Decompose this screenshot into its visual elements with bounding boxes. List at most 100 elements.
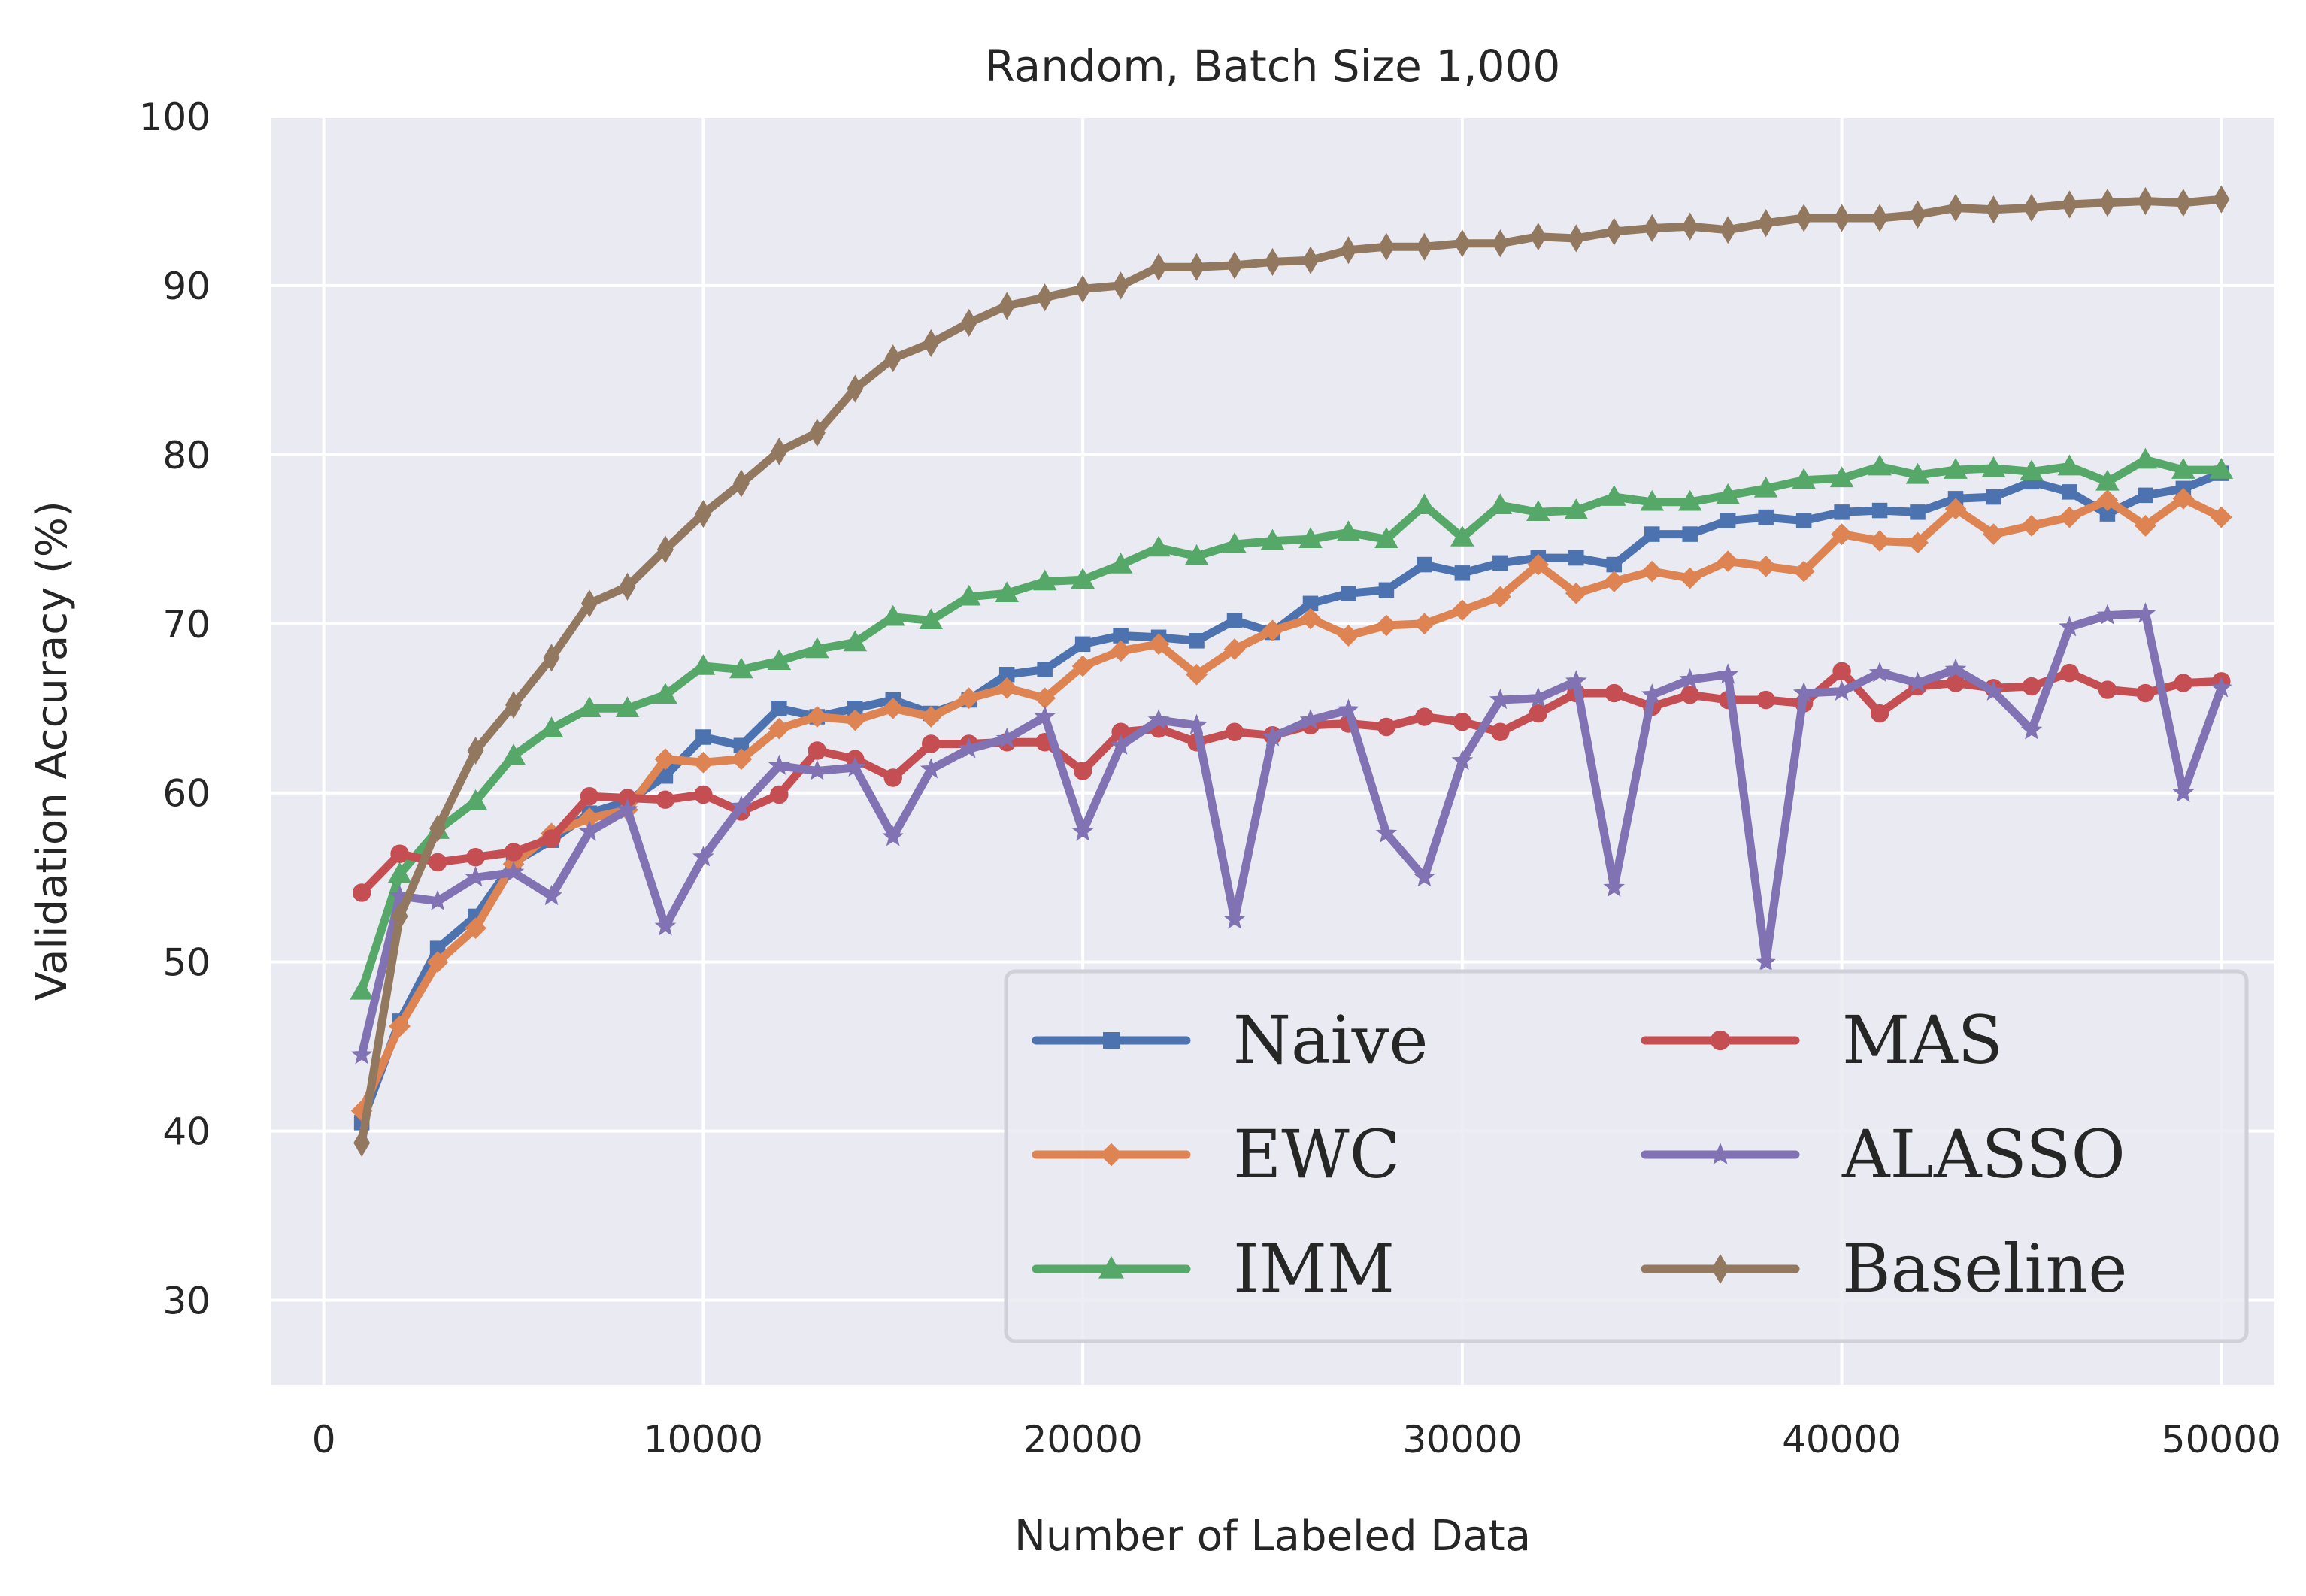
data-point xyxy=(1829,466,1854,488)
data-point xyxy=(1186,663,1208,686)
data-point xyxy=(353,1128,371,1157)
data-point xyxy=(1603,571,1626,592)
data-point xyxy=(1186,713,1208,734)
data-point xyxy=(1680,686,1699,704)
data-point xyxy=(1944,498,1967,520)
data-point xyxy=(2171,458,2195,479)
data-point xyxy=(1225,722,1244,741)
data-point xyxy=(882,697,905,719)
data-point xyxy=(1983,523,2004,545)
data-point xyxy=(1298,527,1323,549)
y-tick-label: 60 xyxy=(162,772,211,816)
y-tick-label: 30 xyxy=(162,1280,211,1323)
data-point xyxy=(1565,582,1587,604)
data-point xyxy=(883,768,902,787)
data-point xyxy=(1073,762,1092,780)
data-point xyxy=(1338,625,1359,647)
data-point xyxy=(1074,274,1092,303)
data-point xyxy=(1601,485,1626,506)
data-point xyxy=(995,677,1018,699)
data-point xyxy=(2023,193,2040,222)
data-point xyxy=(2061,190,2078,219)
data-point xyxy=(426,951,449,974)
data-point xyxy=(960,308,977,337)
data-point xyxy=(1341,586,1356,601)
legend: Naive EWC IMM MAS ALASSO Baseline xyxy=(1004,969,2249,1343)
data-point xyxy=(767,649,792,670)
data-point xyxy=(695,500,712,528)
y-tick-label: 100 xyxy=(139,95,211,139)
data-point xyxy=(2062,484,2077,500)
data-point xyxy=(2133,447,2158,469)
data-point xyxy=(542,829,561,848)
data-point xyxy=(352,883,371,902)
data-point xyxy=(1108,553,1133,574)
data-point xyxy=(956,584,981,606)
data-point xyxy=(1716,483,1740,504)
series-alasso xyxy=(350,602,2232,1065)
data-point xyxy=(1644,526,1660,542)
data-point xyxy=(1034,705,1056,726)
data-point xyxy=(1412,493,1437,515)
data-point xyxy=(1377,717,1396,737)
data-point xyxy=(1223,908,1246,929)
data-point xyxy=(1226,251,1244,280)
data-point xyxy=(806,706,829,728)
data-point xyxy=(1489,586,1511,608)
data-point xyxy=(390,844,409,863)
data-point xyxy=(1451,599,1474,622)
data-point xyxy=(805,637,829,659)
data-point xyxy=(923,329,940,357)
data-point xyxy=(995,727,1018,748)
data-point xyxy=(1301,246,1319,274)
data-point xyxy=(1568,224,1585,253)
data-point xyxy=(1905,462,1930,484)
data-point xyxy=(1112,271,1129,300)
data-point xyxy=(1677,489,1702,511)
data-point xyxy=(653,683,677,704)
data-point xyxy=(2096,489,2119,511)
data-point xyxy=(1184,544,1209,565)
data-point xyxy=(692,846,714,867)
data-point xyxy=(768,754,790,775)
legend-label: Naive xyxy=(1233,1001,1428,1079)
data-point xyxy=(350,1043,373,1065)
data-point xyxy=(695,729,711,745)
data-point xyxy=(844,709,866,731)
data-point xyxy=(692,751,714,774)
data-point xyxy=(1986,489,2001,505)
data-point xyxy=(1110,734,1132,755)
data-point xyxy=(389,1015,411,1037)
data-point xyxy=(1336,520,1361,542)
data-point xyxy=(1299,607,1322,630)
data-point xyxy=(1450,525,1474,547)
data-point xyxy=(426,889,449,910)
data-point xyxy=(2135,602,2156,623)
data-point xyxy=(1414,613,1435,635)
data-point xyxy=(656,535,674,564)
data-point xyxy=(1074,636,1091,653)
data-point xyxy=(1453,713,1472,731)
data-point xyxy=(730,748,753,771)
data-point xyxy=(1603,876,1626,897)
data-point xyxy=(1564,498,1589,519)
data-point xyxy=(1378,582,1395,598)
data-point xyxy=(1944,458,1968,479)
data-point xyxy=(2020,459,2044,481)
data-point xyxy=(1985,195,2002,224)
data-point xyxy=(1910,504,1926,520)
legend-label: Baseline xyxy=(1842,1230,2127,1307)
data-point xyxy=(1720,216,1737,244)
data-point xyxy=(2095,469,2120,491)
data-point xyxy=(1834,504,1850,520)
data-point xyxy=(2209,458,2234,479)
data-point xyxy=(580,787,599,806)
data-point xyxy=(1527,553,1550,576)
data-point xyxy=(2059,506,2080,528)
data-point xyxy=(1756,690,1775,710)
y-tick-label: 80 xyxy=(162,434,211,477)
data-point xyxy=(1792,681,1815,703)
data-point xyxy=(2174,189,2192,217)
data-point xyxy=(1753,476,1778,498)
